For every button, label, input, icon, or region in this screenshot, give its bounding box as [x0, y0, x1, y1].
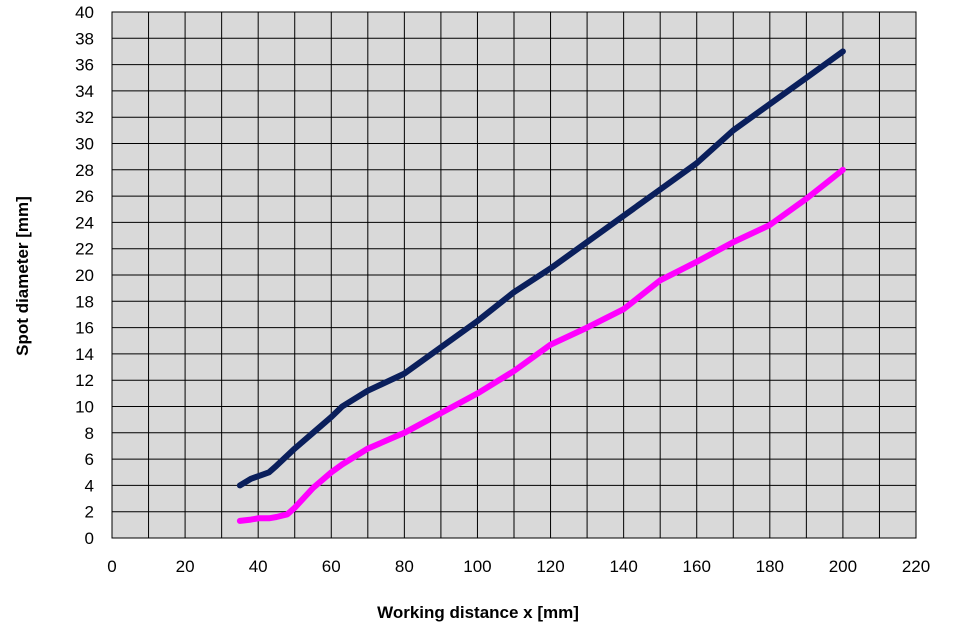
y-tick-label: 16 — [75, 319, 94, 338]
x-tick-label: 80 — [395, 557, 414, 576]
y-tick-label: 10 — [75, 398, 94, 417]
y-tick-label: 32 — [75, 108, 94, 127]
y-tick-label: 12 — [75, 371, 94, 390]
y-tick-label: 30 — [75, 135, 94, 154]
x-tick-label: 180 — [756, 557, 784, 576]
x-tick-label: 0 — [107, 557, 116, 576]
x-tick-label: 200 — [829, 557, 857, 576]
x-tick-label: 100 — [463, 557, 491, 576]
y-tick-label: 18 — [75, 292, 94, 311]
plot-border — [111, 11, 917, 539]
x-tick-label: 20 — [176, 557, 195, 576]
y-tick-label: 34 — [75, 82, 94, 101]
y-tick-label: 0 — [85, 529, 94, 548]
y-tick-label: 40 — [75, 3, 94, 22]
x-axis-title: Working distance x [mm] — [377, 603, 579, 622]
y-tick-label: 24 — [75, 213, 94, 232]
y-tick-label: 22 — [75, 240, 94, 259]
y-tick-label: 14 — [75, 345, 94, 364]
y-tick-label: 8 — [85, 424, 94, 443]
x-tick-label: 160 — [683, 557, 711, 576]
grid-lines — [111, 11, 917, 539]
y-tick-label: 6 — [85, 450, 94, 469]
y-tick-label: 2 — [85, 503, 94, 522]
y-tick-label: 20 — [75, 266, 94, 285]
x-tick-label: 40 — [249, 557, 268, 576]
x-tick-label: 220 — [902, 557, 930, 576]
series-line-1 — [236, 48, 846, 489]
y-tick-label: 4 — [85, 476, 94, 495]
series-line-2 — [236, 166, 846, 524]
x-tick-label: 140 — [609, 557, 637, 576]
y-tick-label: 28 — [75, 161, 94, 180]
x-tick-label: 120 — [536, 557, 564, 576]
y-tick-label: 38 — [75, 29, 94, 48]
x-axis-tick-labels: 0 20 40 60 80 100 120 140 160 180 200 220 — [107, 557, 930, 576]
x-tick-label: 60 — [322, 557, 341, 576]
y-axis-title: Spot diameter [mm] — [13, 196, 32, 356]
y-tick-label: 26 — [75, 187, 94, 206]
series-layer — [236, 48, 846, 524]
y-tick-label: 36 — [75, 56, 94, 75]
